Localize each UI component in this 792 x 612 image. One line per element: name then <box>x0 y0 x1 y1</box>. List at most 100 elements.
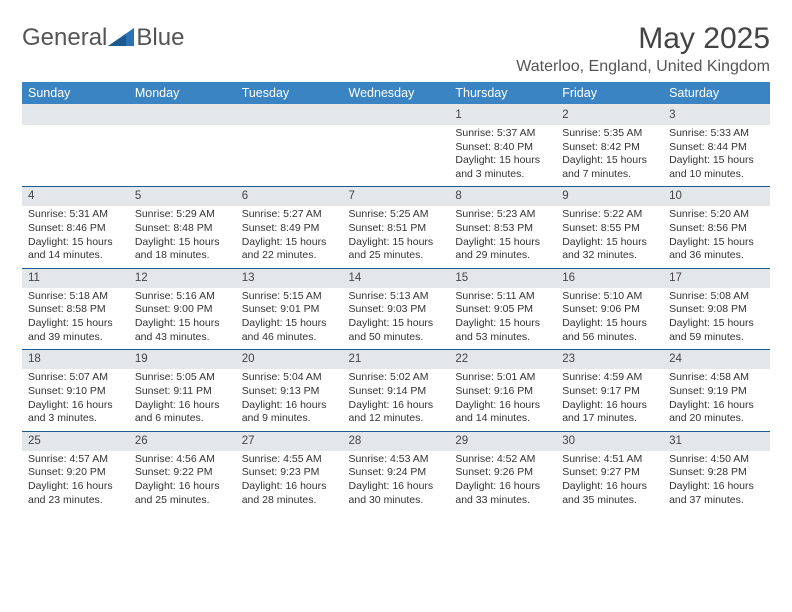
daylight: Daylight: 15 hours and 25 minutes. <box>349 236 444 263</box>
day-number-cell: 4 <box>22 187 129 206</box>
calendar-body: 12 3 Sunrise: 5:37 AMSunset: 8:40 PMDaylig… <box>22 105 770 513</box>
sunset-value: 9:17 PM <box>601 385 640 397</box>
daylight-label: Daylight: <box>349 236 390 248</box>
sunrise-value: 5:15 AM <box>283 290 322 302</box>
sunrise-label: Sunrise: <box>135 290 174 302</box>
sunset: Sunset: 8:44 PM <box>669 141 764 155</box>
week-daynum-row: 25262728293031 <box>22 431 770 450</box>
daylight-label: Daylight: <box>242 317 283 329</box>
day-number-cell: 15 <box>449 268 556 287</box>
sunset-value: 9:05 PM <box>494 303 533 315</box>
location: Waterloo, England, United Kingdom <box>516 58 770 76</box>
sunrise-value: 5:33 AM <box>711 127 750 139</box>
daylight: Daylight: 16 hours and 6 minutes. <box>135 399 230 426</box>
sunset-label: Sunset: <box>242 385 278 397</box>
daylight-label: Daylight: <box>669 399 710 411</box>
sunrise-label: Sunrise: <box>349 453 388 465</box>
sunrise-value: 4:58 AM <box>711 371 750 383</box>
day-detail-cell: Sunrise: 5:37 AMSunset: 8:40 PMDaylight:… <box>449 125 556 187</box>
day-number-cell: 18 <box>22 350 129 369</box>
daylight: Daylight: 16 hours and 37 minutes. <box>669 480 764 507</box>
sunset: Sunset: 8:40 PM <box>455 141 550 155</box>
daylight: Daylight: 16 hours and 12 minutes. <box>349 399 444 426</box>
sunrise: Sunrise: 5:20 AM <box>669 208 764 222</box>
sunrise-label: Sunrise: <box>135 453 174 465</box>
sunset: Sunset: 9:24 PM <box>349 466 444 480</box>
sunset-value: 9:23 PM <box>280 466 319 478</box>
sunrise-label: Sunrise: <box>455 208 494 220</box>
sunrise: Sunrise: 4:57 AM <box>28 453 123 467</box>
sunrise-label: Sunrise: <box>242 208 281 220</box>
sunrise-value: 4:52 AM <box>497 453 536 465</box>
day-detail-cell: Sunrise: 5:35 AMSunset: 8:42 PMDaylight:… <box>556 125 663 187</box>
day-number-cell: 26 <box>129 431 236 450</box>
sunrise: Sunrise: 4:50 AM <box>669 453 764 467</box>
sunset-value: 9:11 PM <box>173 385 211 397</box>
daylight: Daylight: 16 hours and 28 minutes. <box>242 480 337 507</box>
day-number: 3 <box>669 109 675 121</box>
day-number-cell: 29 <box>449 431 556 450</box>
daylight: Daylight: 16 hours and 25 minutes. <box>135 480 230 507</box>
sunset-value: 8:53 PM <box>494 222 533 234</box>
day-number: 26 <box>135 435 148 447</box>
sunset-value: 9:24 PM <box>387 466 426 478</box>
sunset-label: Sunset: <box>135 385 171 397</box>
day-number-cell: 13 <box>236 268 343 287</box>
week-daynum-row: 11121314151617 <box>22 268 770 287</box>
sunset-label: Sunset: <box>28 303 64 315</box>
daylight: Daylight: 15 hours and 36 minutes. <box>669 236 764 263</box>
sunrise: Sunrise: 4:55 AM <box>242 453 337 467</box>
sunset-value: 9:28 PM <box>708 466 747 478</box>
sunrise-label: Sunrise: <box>562 453 601 465</box>
logo-text-b: Blue <box>136 24 184 52</box>
day-number: 31 <box>669 435 682 447</box>
sunrise: Sunrise: 5:35 AM <box>562 127 657 141</box>
sunset-label: Sunset: <box>669 385 705 397</box>
day-detail-cell <box>22 125 129 187</box>
day-detail-cell: Sunrise: 4:57 AMSunset: 9:20 PMDaylight:… <box>22 451 129 513</box>
sunset-value: 8:42 PM <box>601 141 640 153</box>
sunrise: Sunrise: 5:22 AM <box>562 208 657 222</box>
day-detail-cell: Sunrise: 5:31 AMSunset: 8:46 PMDaylight:… <box>22 206 129 268</box>
day-number: 10 <box>669 190 682 202</box>
day-number-cell: 9 <box>556 187 663 206</box>
day-number-cell <box>236 105 343 125</box>
sunrise: Sunrise: 5:23 AM <box>455 208 550 222</box>
sunset: Sunset: 9:23 PM <box>242 466 337 480</box>
day-number: 14 <box>349 272 362 284</box>
week-detail-row: Sunrise: 4:57 AMSunset: 9:20 PMDaylight:… <box>22 451 770 513</box>
sunrise: Sunrise: 4:56 AM <box>135 453 230 467</box>
daylight: Daylight: 15 hours and 39 minutes. <box>28 317 123 344</box>
daylight: Daylight: 16 hours and 3 minutes. <box>28 399 123 426</box>
day-number: 1 <box>455 109 461 121</box>
day-detail-cell: Sunrise: 4:58 AMSunset: 9:19 PMDaylight:… <box>663 369 770 431</box>
day-number: 9 <box>562 190 568 202</box>
daylight: Daylight: 16 hours and 33 minutes. <box>455 480 550 507</box>
month-title: May 2025 <box>516 22 770 56</box>
daylight-label: Daylight: <box>562 480 603 492</box>
sunrise: Sunrise: 4:52 AM <box>455 453 550 467</box>
day-number: 11 <box>28 272 40 284</box>
daylight-label: Daylight: <box>28 480 69 492</box>
daylight-label: Daylight: <box>135 236 176 248</box>
daylight: Daylight: 16 hours and 9 minutes. <box>242 399 337 426</box>
sunrise: Sunrise: 5:31 AM <box>28 208 123 222</box>
day-detail-cell: Sunrise: 5:07 AMSunset: 9:10 PMDaylight:… <box>22 369 129 431</box>
day-detail-cell: Sunrise: 5:04 AMSunset: 9:13 PMDaylight:… <box>236 369 343 431</box>
daylight-label: Daylight: <box>455 480 496 492</box>
sunrise-label: Sunrise: <box>562 208 601 220</box>
week-detail-row: Sunrise: 5:18 AMSunset: 8:58 PMDaylight:… <box>22 288 770 350</box>
daylight: Daylight: 15 hours and 3 minutes. <box>455 154 550 181</box>
day-detail-cell <box>343 125 450 187</box>
sunset-label: Sunset: <box>455 141 491 153</box>
daylight-label: Daylight: <box>242 399 283 411</box>
sunrise: Sunrise: 5:01 AM <box>455 371 550 385</box>
daylight: Daylight: 15 hours and 46 minutes. <box>242 317 337 344</box>
day-number: 12 <box>135 272 148 284</box>
daylight-label: Daylight: <box>349 480 390 492</box>
sunrise-value: 5:35 AM <box>604 127 643 139</box>
sunset-value: 9:06 PM <box>601 303 640 315</box>
day-number: 17 <box>669 272 682 284</box>
sunrise-value: 5:29 AM <box>176 208 215 220</box>
day-number-cell: 10 <box>663 187 770 206</box>
